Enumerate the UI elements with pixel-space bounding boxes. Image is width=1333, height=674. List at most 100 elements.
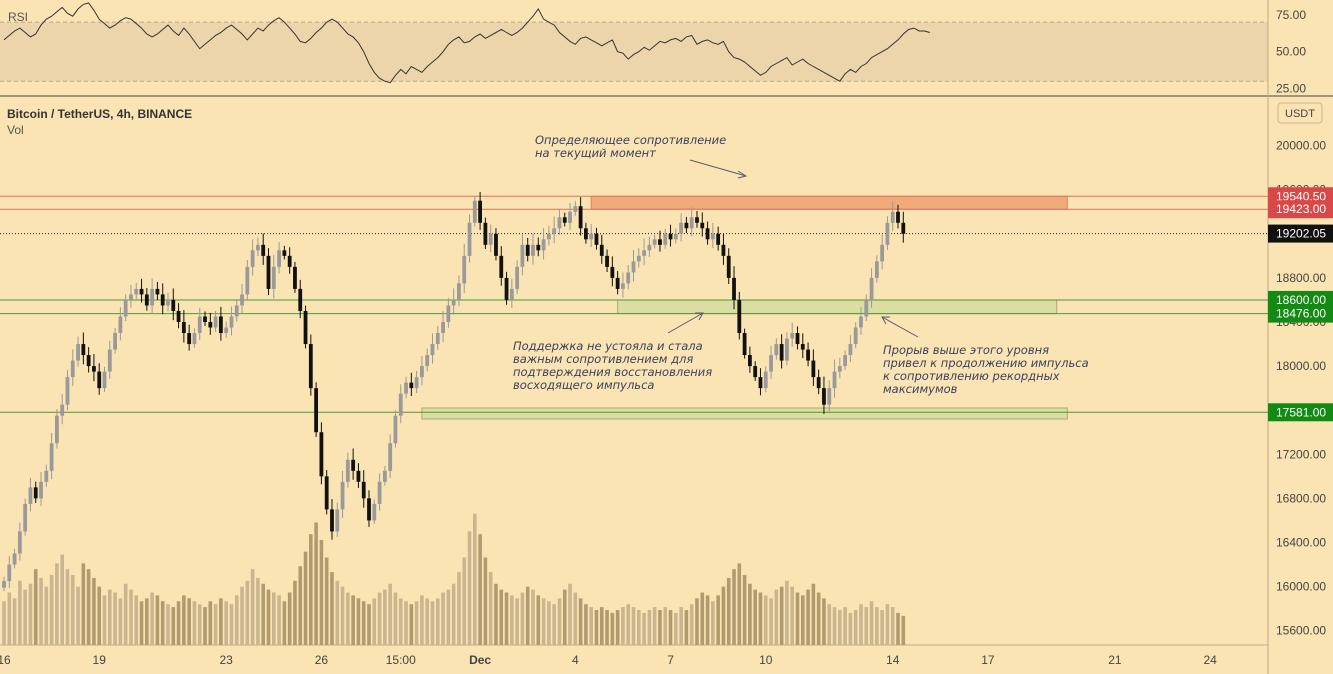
candle [779, 334, 784, 369]
volume-bar [234, 595, 239, 645]
candle-body [250, 250, 255, 267]
candle-body [647, 244, 652, 251]
rsi-tick-label: 50.00 [1276, 45, 1306, 59]
support-zone[interactable] [421, 407, 1068, 420]
candle-body [716, 233, 721, 245]
candle [23, 498, 28, 536]
annotation-breakout[interactable]: Прорыв выше этого уровня привел к продол… [883, 343, 1089, 396]
annotation-arrows[interactable] [667, 159, 919, 338]
candle-body [615, 277, 620, 289]
candle [86, 347, 91, 373]
candle [901, 211, 906, 243]
candle [488, 224, 493, 253]
candle-body [721, 244, 726, 256]
volume-bar [510, 595, 514, 645]
volume-bar [483, 557, 488, 645]
candle-body [197, 316, 202, 334]
candle-body [869, 277, 874, 300]
volume-bar [853, 610, 858, 645]
candle-body [39, 481, 43, 499]
candle-body [160, 294, 165, 306]
candle [837, 357, 842, 379]
candle [658, 230, 662, 252]
candle [716, 226, 721, 251]
candle [811, 349, 816, 387]
time-tick-label: 16 [0, 653, 11, 667]
arrow-support[interactable] [667, 312, 704, 334]
candle-body [113, 333, 117, 350]
candle-body [890, 211, 895, 223]
time-axis[interactable]: 16 19 23 26 15:00 Dec 4 7 10 14 17 21 24 [0, 653, 1217, 667]
candle-body [435, 333, 440, 345]
candle-body [393, 415, 398, 444]
candle [520, 234, 525, 276]
volume-bar [404, 601, 408, 645]
candle [578, 197, 583, 236]
candle-body [763, 371, 768, 389]
candle [102, 366, 107, 392]
support-zone[interactable] [617, 299, 1058, 315]
candle-body [790, 333, 795, 339]
time-tick-label: 14 [886, 653, 900, 667]
candle [631, 250, 636, 282]
candle [710, 222, 715, 248]
candle-body [594, 233, 599, 245]
horizontal-levels[interactable] [0, 195, 1268, 413]
candle-body [139, 288, 144, 295]
zones[interactable] [421, 195, 1068, 420]
candle-body [287, 255, 292, 267]
candle [462, 243, 467, 294]
chart-title[interactable]: Bitcoin / TetherUS, 4h, BINANCE [7, 107, 192, 121]
candle [382, 465, 387, 486]
candle [785, 332, 789, 366]
candle [864, 294, 869, 321]
candle [404, 376, 408, 399]
candle-body [520, 244, 525, 267]
arrow-breakout[interactable] [881, 316, 919, 338]
main-pane[interactable]: Определяющее сопротивление на текущий мо… [0, 107, 1268, 645]
candle-body [398, 393, 403, 416]
candle [224, 321, 229, 338]
candle [33, 481, 38, 503]
candle [859, 307, 863, 335]
volume-bar [525, 586, 530, 645]
candle-body [599, 244, 604, 256]
vol-label[interactable]: Vol [7, 123, 24, 137]
candle [12, 548, 17, 569]
candle-body [488, 233, 493, 245]
candle-body [663, 233, 668, 245]
candle [853, 322, 858, 349]
volume-bar [277, 595, 281, 645]
volume-bar [145, 598, 149, 645]
volume-bar [219, 598, 223, 645]
rsi-label: RSI [8, 10, 28, 24]
annotation-support[interactable]: Поддержка не устояла и стала важным сопр… [513, 339, 712, 392]
candle-body [129, 294, 133, 300]
candle-body [49, 443, 54, 471]
candle-body [303, 310, 308, 345]
candle-body [81, 344, 86, 356]
annotation-resistance[interactable]: Определяющее сопротивление на текущий мо… [535, 133, 726, 160]
annotation-line: к сопротивлению рекордных [883, 369, 1060, 383]
candle-body [404, 382, 408, 394]
candle [732, 266, 736, 310]
candle-body [377, 481, 382, 504]
candle [721, 233, 726, 265]
volume-bar [843, 607, 847, 645]
volume-bar [49, 575, 54, 645]
volume-bar [55, 563, 59, 645]
candle-body [23, 503, 28, 532]
candle-body [753, 366, 758, 378]
volume-bar [568, 583, 572, 645]
arrow-resistance[interactable] [689, 159, 747, 177]
candle-body [314, 388, 319, 433]
volume-bar [541, 598, 546, 645]
candle [97, 363, 102, 395]
currency-button[interactable] [1277, 102, 1323, 124]
volume-bar [869, 601, 874, 645]
candle-body [361, 481, 366, 499]
candle [536, 237, 541, 257]
resistance-zone[interactable] [590, 195, 1068, 210]
volume-bar [515, 598, 519, 645]
